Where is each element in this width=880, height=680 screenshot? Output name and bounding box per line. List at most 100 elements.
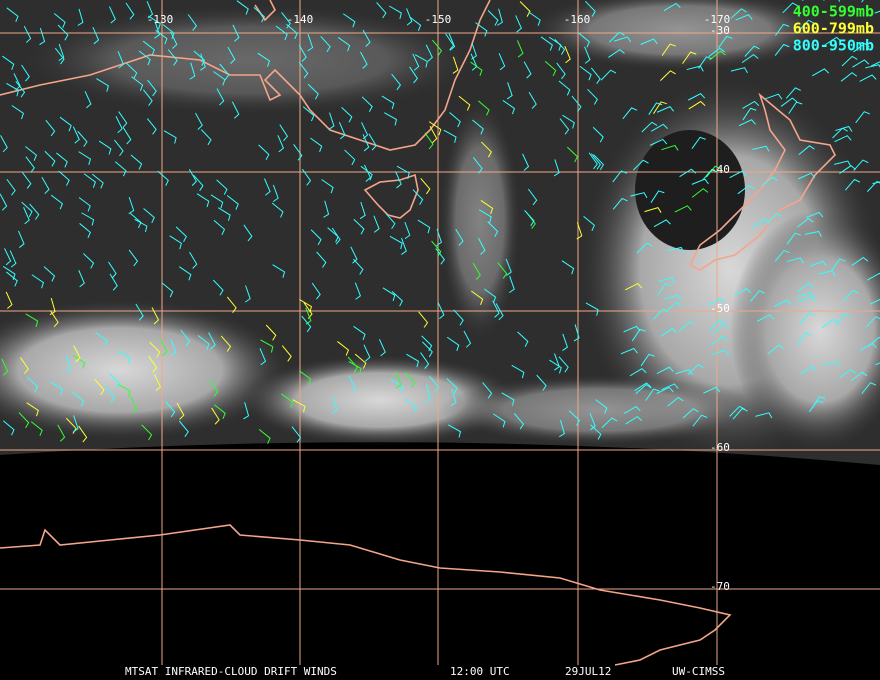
- wind-barb: [782, 2, 799, 14]
- wind-barb: [452, 56, 459, 74]
- wind-barb: [331, 396, 338, 414]
- wind-barb: [822, 361, 840, 368]
- wind-barb: [734, 288, 752, 296]
- wind-barb: [804, 230, 822, 238]
- wind-barb: [83, 253, 95, 269]
- wind-barb: [852, 59, 870, 68]
- wind-barb: [401, 237, 407, 255]
- wind-barb: [188, 168, 197, 186]
- wind-barb: [114, 161, 127, 177]
- wind-barb: [443, 129, 457, 143]
- wind-barb: [169, 235, 183, 250]
- wind-barb: [774, 23, 790, 36]
- wind-barb: [243, 402, 250, 420]
- wind-barb: [788, 101, 803, 114]
- wind-barb: [665, 301, 682, 312]
- wind-barb: [54, 47, 65, 65]
- wind-barb: [421, 335, 433, 352]
- wind-barb: [30, 421, 43, 437]
- wind-barb: [187, 14, 198, 31]
- wind-barb: [155, 29, 168, 45]
- wind-barb: [478, 100, 490, 116]
- wind-barb: [210, 194, 224, 209]
- wind-barb: [660, 327, 678, 337]
- wind-barb: [78, 425, 88, 443]
- wind-barb: [859, 74, 877, 82]
- wind-barb: [49, 381, 63, 395]
- wind-barb: [96, 78, 109, 92]
- wind-barb: [650, 190, 665, 203]
- wind-barb: [165, 400, 176, 418]
- wind-barb: [125, 2, 135, 20]
- wind-barb: [644, 207, 662, 213]
- wind-barb: [687, 93, 706, 101]
- wind-barb: [590, 67, 601, 84]
- wind-barb: [767, 344, 784, 355]
- longitude-label: -130: [147, 13, 174, 26]
- wind-barb: [43, 266, 56, 282]
- wind-barb: [645, 388, 660, 401]
- wind-barb: [154, 21, 161, 39]
- wind-barb: [797, 217, 814, 228]
- wind-barb: [667, 396, 684, 407]
- wind-barb: [146, 1, 154, 19]
- wind-barb: [217, 207, 231, 221]
- wind-barb: [729, 405, 745, 417]
- wind-barb: [679, 168, 697, 178]
- wind-barb: [299, 299, 313, 313]
- wind-barb: [834, 160, 852, 167]
- wind-barb: [630, 192, 648, 199]
- wind-barb: [149, 341, 161, 358]
- wind-barb: [487, 221, 499, 237]
- wind-barb: [515, 15, 522, 33]
- wind-barb: [381, 95, 395, 110]
- wind-barb: [566, 146, 579, 163]
- wind-barb: [661, 144, 679, 151]
- wind-barb: [429, 375, 439, 393]
- wind-barb: [688, 100, 706, 110]
- wind-barb: [730, 67, 748, 74]
- wind-barb: [417, 219, 431, 234]
- wind-barb: [5, 291, 13, 309]
- wind-barb: [167, 49, 178, 66]
- wind-barb: [310, 137, 323, 153]
- wind-barb: [6, 271, 18, 287]
- wind-barb: [197, 335, 210, 350]
- wind-barb: [128, 196, 135, 215]
- latitude-label: -30: [710, 24, 730, 37]
- wind-barb: [348, 375, 357, 393]
- wind-barb: [834, 135, 852, 143]
- wind-barb: [4, 248, 12, 266]
- wind-barb: [73, 345, 81, 363]
- wind-barb: [455, 228, 464, 246]
- wind-barb: [843, 289, 859, 302]
- wind-barb: [79, 223, 91, 239]
- wind-barb: [236, 0, 249, 15]
- wind-barb: [259, 348, 267, 366]
- wind-barb: [406, 353, 420, 368]
- wind-barb: [72, 126, 80, 144]
- wind-barb: [78, 270, 85, 288]
- wind-barb: [663, 2, 681, 12]
- wind-barb: [675, 369, 693, 376]
- wind-barb: [189, 62, 196, 80]
- wind-barb: [6, 82, 19, 97]
- wind-barb: [26, 376, 39, 393]
- wind-barb: [360, 165, 373, 181]
- wind-barb: [311, 282, 321, 300]
- wind-barb: [509, 275, 515, 294]
- wind-barb: [641, 121, 658, 133]
- wind-barb: [470, 61, 483, 76]
- wind-barb: [390, 379, 404, 393]
- wind-barb: [208, 332, 216, 350]
- wind-barb: [513, 413, 525, 430]
- wind-barb: [65, 355, 72, 373]
- wind-barb: [472, 119, 484, 135]
- wind-barb: [396, 165, 410, 180]
- wind-barb: [337, 341, 350, 356]
- wind-barb: [134, 218, 148, 233]
- wind-barb: [691, 136, 706, 150]
- wind-barb: [516, 40, 524, 58]
- wind-barb: [18, 412, 30, 429]
- wind-barb: [634, 382, 652, 392]
